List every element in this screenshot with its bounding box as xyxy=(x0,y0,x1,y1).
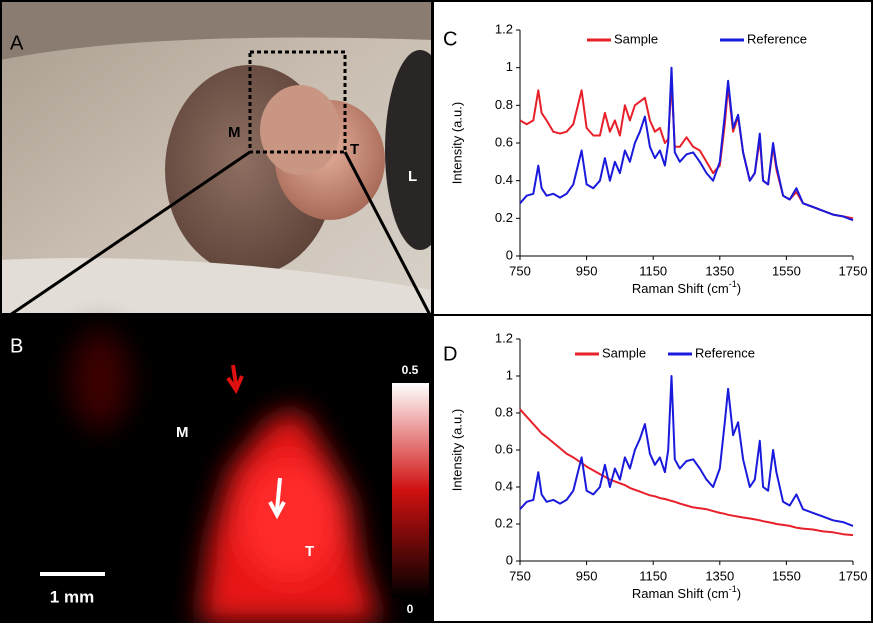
x-axis-label-part: -1 xyxy=(729,279,737,289)
y-tick-label: 1.2 xyxy=(495,21,513,36)
zoom-box xyxy=(248,50,347,154)
y-tick-label: 1.2 xyxy=(495,330,513,345)
y-tick-label: 0.6 xyxy=(495,441,513,456)
zoom-line xyxy=(343,151,432,316)
annotation: T xyxy=(350,141,359,158)
x-tick-label: 1750 xyxy=(839,263,868,278)
series-line xyxy=(519,375,854,527)
x-tick-label: 1550 xyxy=(772,263,801,278)
y-tick-label: 0 xyxy=(506,247,513,262)
y-tick-label: 0.8 xyxy=(495,404,513,419)
panel-b: B M T 1 mm 0.5 0 xyxy=(0,315,433,623)
x-tick-label: 1350 xyxy=(705,263,734,278)
arrow xyxy=(231,364,238,386)
x-axis-label: Raman Shift (cm-1) xyxy=(632,279,741,296)
panel-a: A M T L xyxy=(0,0,455,317)
x-tick-label: 1150 xyxy=(639,263,667,278)
x-tick-label: 950 xyxy=(576,568,598,583)
y-axis-label: Intensity (a.u.) xyxy=(449,409,464,491)
x-tick-label: 950 xyxy=(576,263,598,278)
x-axis-label-part: -1 xyxy=(729,584,737,594)
annotation: L xyxy=(408,168,417,185)
colorbar xyxy=(392,383,429,598)
panel-label: B xyxy=(10,335,23,357)
x-tick-label: 1150 xyxy=(639,568,667,583)
photo-tumor xyxy=(260,85,340,175)
panel-label: C xyxy=(443,28,457,50)
panel-label: A xyxy=(10,32,24,54)
arrow xyxy=(268,501,286,520)
legend-label: Reference xyxy=(695,345,755,360)
annotation: M xyxy=(176,424,189,441)
y-tick-label: 0.2 xyxy=(495,210,513,225)
y-tick-label: 1 xyxy=(506,59,513,74)
legend-label: Reference xyxy=(747,31,807,46)
y-tick-label: 0.8 xyxy=(495,97,513,112)
y-tick-label: 0.2 xyxy=(495,515,513,530)
arrow xyxy=(226,375,244,395)
x-axis-label-part: ) xyxy=(737,586,741,601)
series-line xyxy=(519,408,854,537)
y-tick-label: 0.4 xyxy=(495,478,513,493)
colorbar-label: 0 xyxy=(407,602,414,616)
annotation: T xyxy=(305,543,314,560)
x-tick-label: 750 xyxy=(509,568,531,583)
colorbar-label: 0.5 xyxy=(402,363,419,377)
legend-label: Sample xyxy=(614,31,658,46)
x-axis-label-part: ) xyxy=(737,281,741,296)
heatmap-signal xyxy=(70,330,380,623)
y-axis-label: Intensity (a.u.) xyxy=(449,102,464,184)
y-tick-label: 0.4 xyxy=(495,172,513,187)
y-tick-label: 0.6 xyxy=(495,134,513,149)
chart-area xyxy=(433,0,873,623)
x-axis-label: Raman Shift (cm-1) xyxy=(632,584,741,601)
x-tick-label: 1350 xyxy=(705,568,734,583)
scale-label: 1 mm xyxy=(50,587,94,606)
zoom-line xyxy=(9,150,251,317)
panel-label: D xyxy=(443,343,457,365)
legend-label: Sample xyxy=(602,345,646,360)
y-tick-label: 0 xyxy=(506,552,513,567)
arrow xyxy=(275,477,282,511)
series-line xyxy=(519,66,854,222)
photo-region xyxy=(0,258,433,315)
photo-region xyxy=(0,0,433,60)
x-tick-label: 1550 xyxy=(772,568,801,583)
x-tick-label: 750 xyxy=(509,263,531,278)
y-tick-label: 1 xyxy=(506,367,513,382)
x-tick-label: 1750 xyxy=(839,568,868,583)
panel-border xyxy=(432,314,873,623)
x-axis-label-part: Raman Shift (cm xyxy=(632,586,729,601)
annotation: M xyxy=(228,124,241,141)
x-axis-label-part: Raman Shift (cm xyxy=(632,281,729,296)
